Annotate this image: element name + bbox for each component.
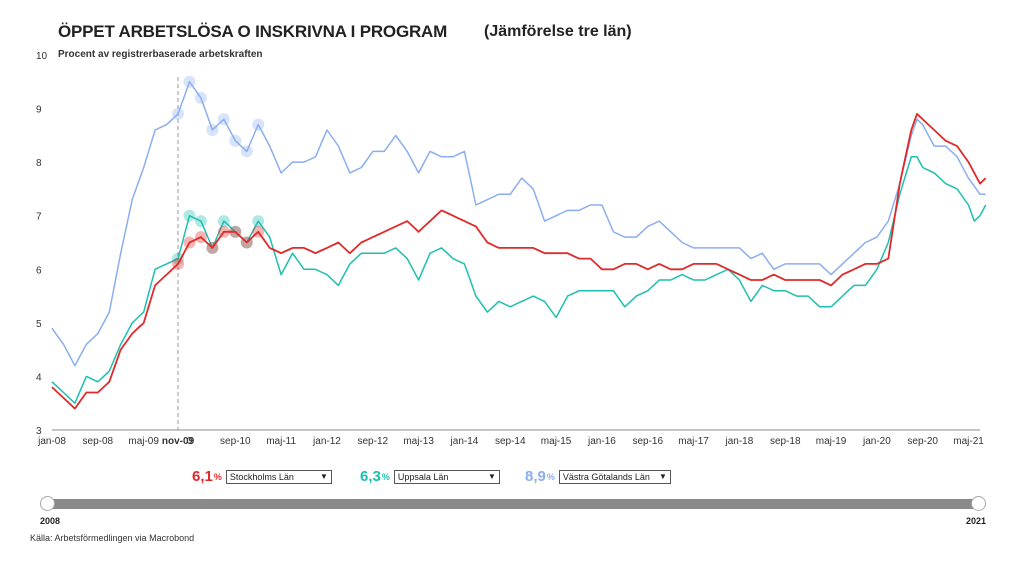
dropdown-label: Stockholms Län xyxy=(229,471,294,482)
x-tick-label: maj-21 xyxy=(953,436,984,447)
series-line-v-stra-g-talands-l-n xyxy=(51,81,986,367)
x-tick-label: jan-20 xyxy=(862,436,891,447)
x-tick-label: jan-08 xyxy=(37,436,66,447)
dropdown-label: Västra Götalands Län xyxy=(562,471,650,482)
series-value-stockholm: 6,1 xyxy=(192,468,213,485)
x-tick-label: 0 xyxy=(187,436,193,447)
x-tick-label: maj-09 xyxy=(128,436,159,447)
series-selector-vastra-gotaland: 8,9 % Västra Götalands Län ▼ xyxy=(525,468,671,485)
y-tick-label: 5 xyxy=(36,319,42,330)
series-line-stockholms-l-n xyxy=(51,113,987,410)
x-tick-label: sep-12 xyxy=(358,436,389,447)
chart-title: ÖPPET ARBETSLÖSA O INSKRIVNA I PROGRAM xyxy=(58,22,448,41)
x-tick-label: maj-13 xyxy=(403,436,434,447)
x-tick-label: maj-17 xyxy=(678,436,709,447)
y-tick-label: 9 xyxy=(36,105,42,116)
x-tick-label: sep-16 xyxy=(632,436,663,447)
x-tick-label: maj-11 xyxy=(266,436,296,447)
x-tick-label: maj-19 xyxy=(816,436,847,447)
slider-end-handle[interactable] xyxy=(971,496,986,511)
y-axis-label: Procent av registrerbaserade arbetskraft… xyxy=(58,49,263,60)
slider-start-handle[interactable] xyxy=(40,496,55,511)
percent-unit: % xyxy=(546,471,555,482)
y-tick-label: 3 xyxy=(36,426,42,437)
x-tick-label: nov-09 xyxy=(162,436,195,447)
x-tick-label: sep-14 xyxy=(495,436,526,447)
x-tick-label: jan-12 xyxy=(312,436,341,447)
slider-end-label: 2021 xyxy=(966,516,987,526)
x-tick-label: maj-15 xyxy=(541,436,572,447)
x-tick-label: jan-14 xyxy=(450,436,479,447)
x-tick-label: sep-18 xyxy=(770,436,801,447)
x-tick-label: jan-16 xyxy=(587,436,616,447)
county-dropdown-stockholm[interactable]: Stockholms Län ▼ xyxy=(225,469,332,484)
y-tick-label: 7 xyxy=(36,212,42,223)
x-tick-label: sep-20 xyxy=(907,436,938,447)
y-tick-label: 8 xyxy=(36,158,42,169)
series-selector-uppsala: 6,3 % Uppsala Län ▼ xyxy=(360,468,500,485)
x-tick-label: sep-08 xyxy=(83,436,114,447)
percent-unit: % xyxy=(381,471,390,482)
chevron-down-icon: ▼ xyxy=(658,472,667,481)
series-selector-stockholm: 6,1 % Stockholms Län ▼ xyxy=(192,468,332,485)
dropdown-label: Uppsala Län xyxy=(397,471,449,482)
chart-subtitle: (Jämförelse tre län) xyxy=(484,23,632,40)
percent-unit: % xyxy=(213,471,222,482)
chevron-down-icon: ▼ xyxy=(487,472,496,481)
x-tick-label: sep-10 xyxy=(220,436,251,447)
source-note: Källa: Arbetsförmedlingen via Macrobond xyxy=(30,533,195,543)
series-line-uppsala-l-n xyxy=(51,156,987,404)
line-chart: 3 4 5 6 7 8 9 10 jan-08 sep-08 maj-09 nov-090 sep-10… xyxy=(36,51,987,447)
y-tick-label: 4 xyxy=(36,372,42,383)
slider-start-label: 2008 xyxy=(40,516,61,526)
y-tick-label: 6 xyxy=(36,265,42,276)
x-tick-label: jan-18 xyxy=(725,436,754,447)
series-value-vastra-gotaland: 8,9 xyxy=(525,468,546,485)
series-selectors: 6,1 % Stockholms Län ▼ 6,3 % Uppsala Län… xyxy=(0,468,1024,488)
county-dropdown-vastra-gotaland[interactable]: Västra Götalands Län ▼ xyxy=(558,469,671,484)
time-range-slider[interactable] xyxy=(40,496,986,511)
county-dropdown-uppsala[interactable]: Uppsala Län ▼ xyxy=(393,469,500,484)
chevron-down-icon: ▼ xyxy=(319,472,328,481)
y-tick-label: 10 xyxy=(36,51,48,62)
series-value-uppsala: 6,3 xyxy=(360,468,381,485)
